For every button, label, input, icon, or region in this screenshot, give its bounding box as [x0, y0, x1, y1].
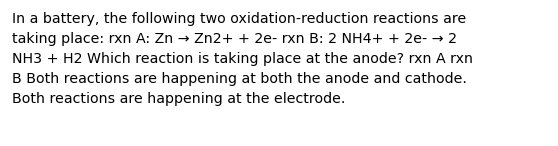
- Text: In a battery, the following two oxidation-reduction reactions are
taking place: : In a battery, the following two oxidatio…: [12, 12, 473, 106]
